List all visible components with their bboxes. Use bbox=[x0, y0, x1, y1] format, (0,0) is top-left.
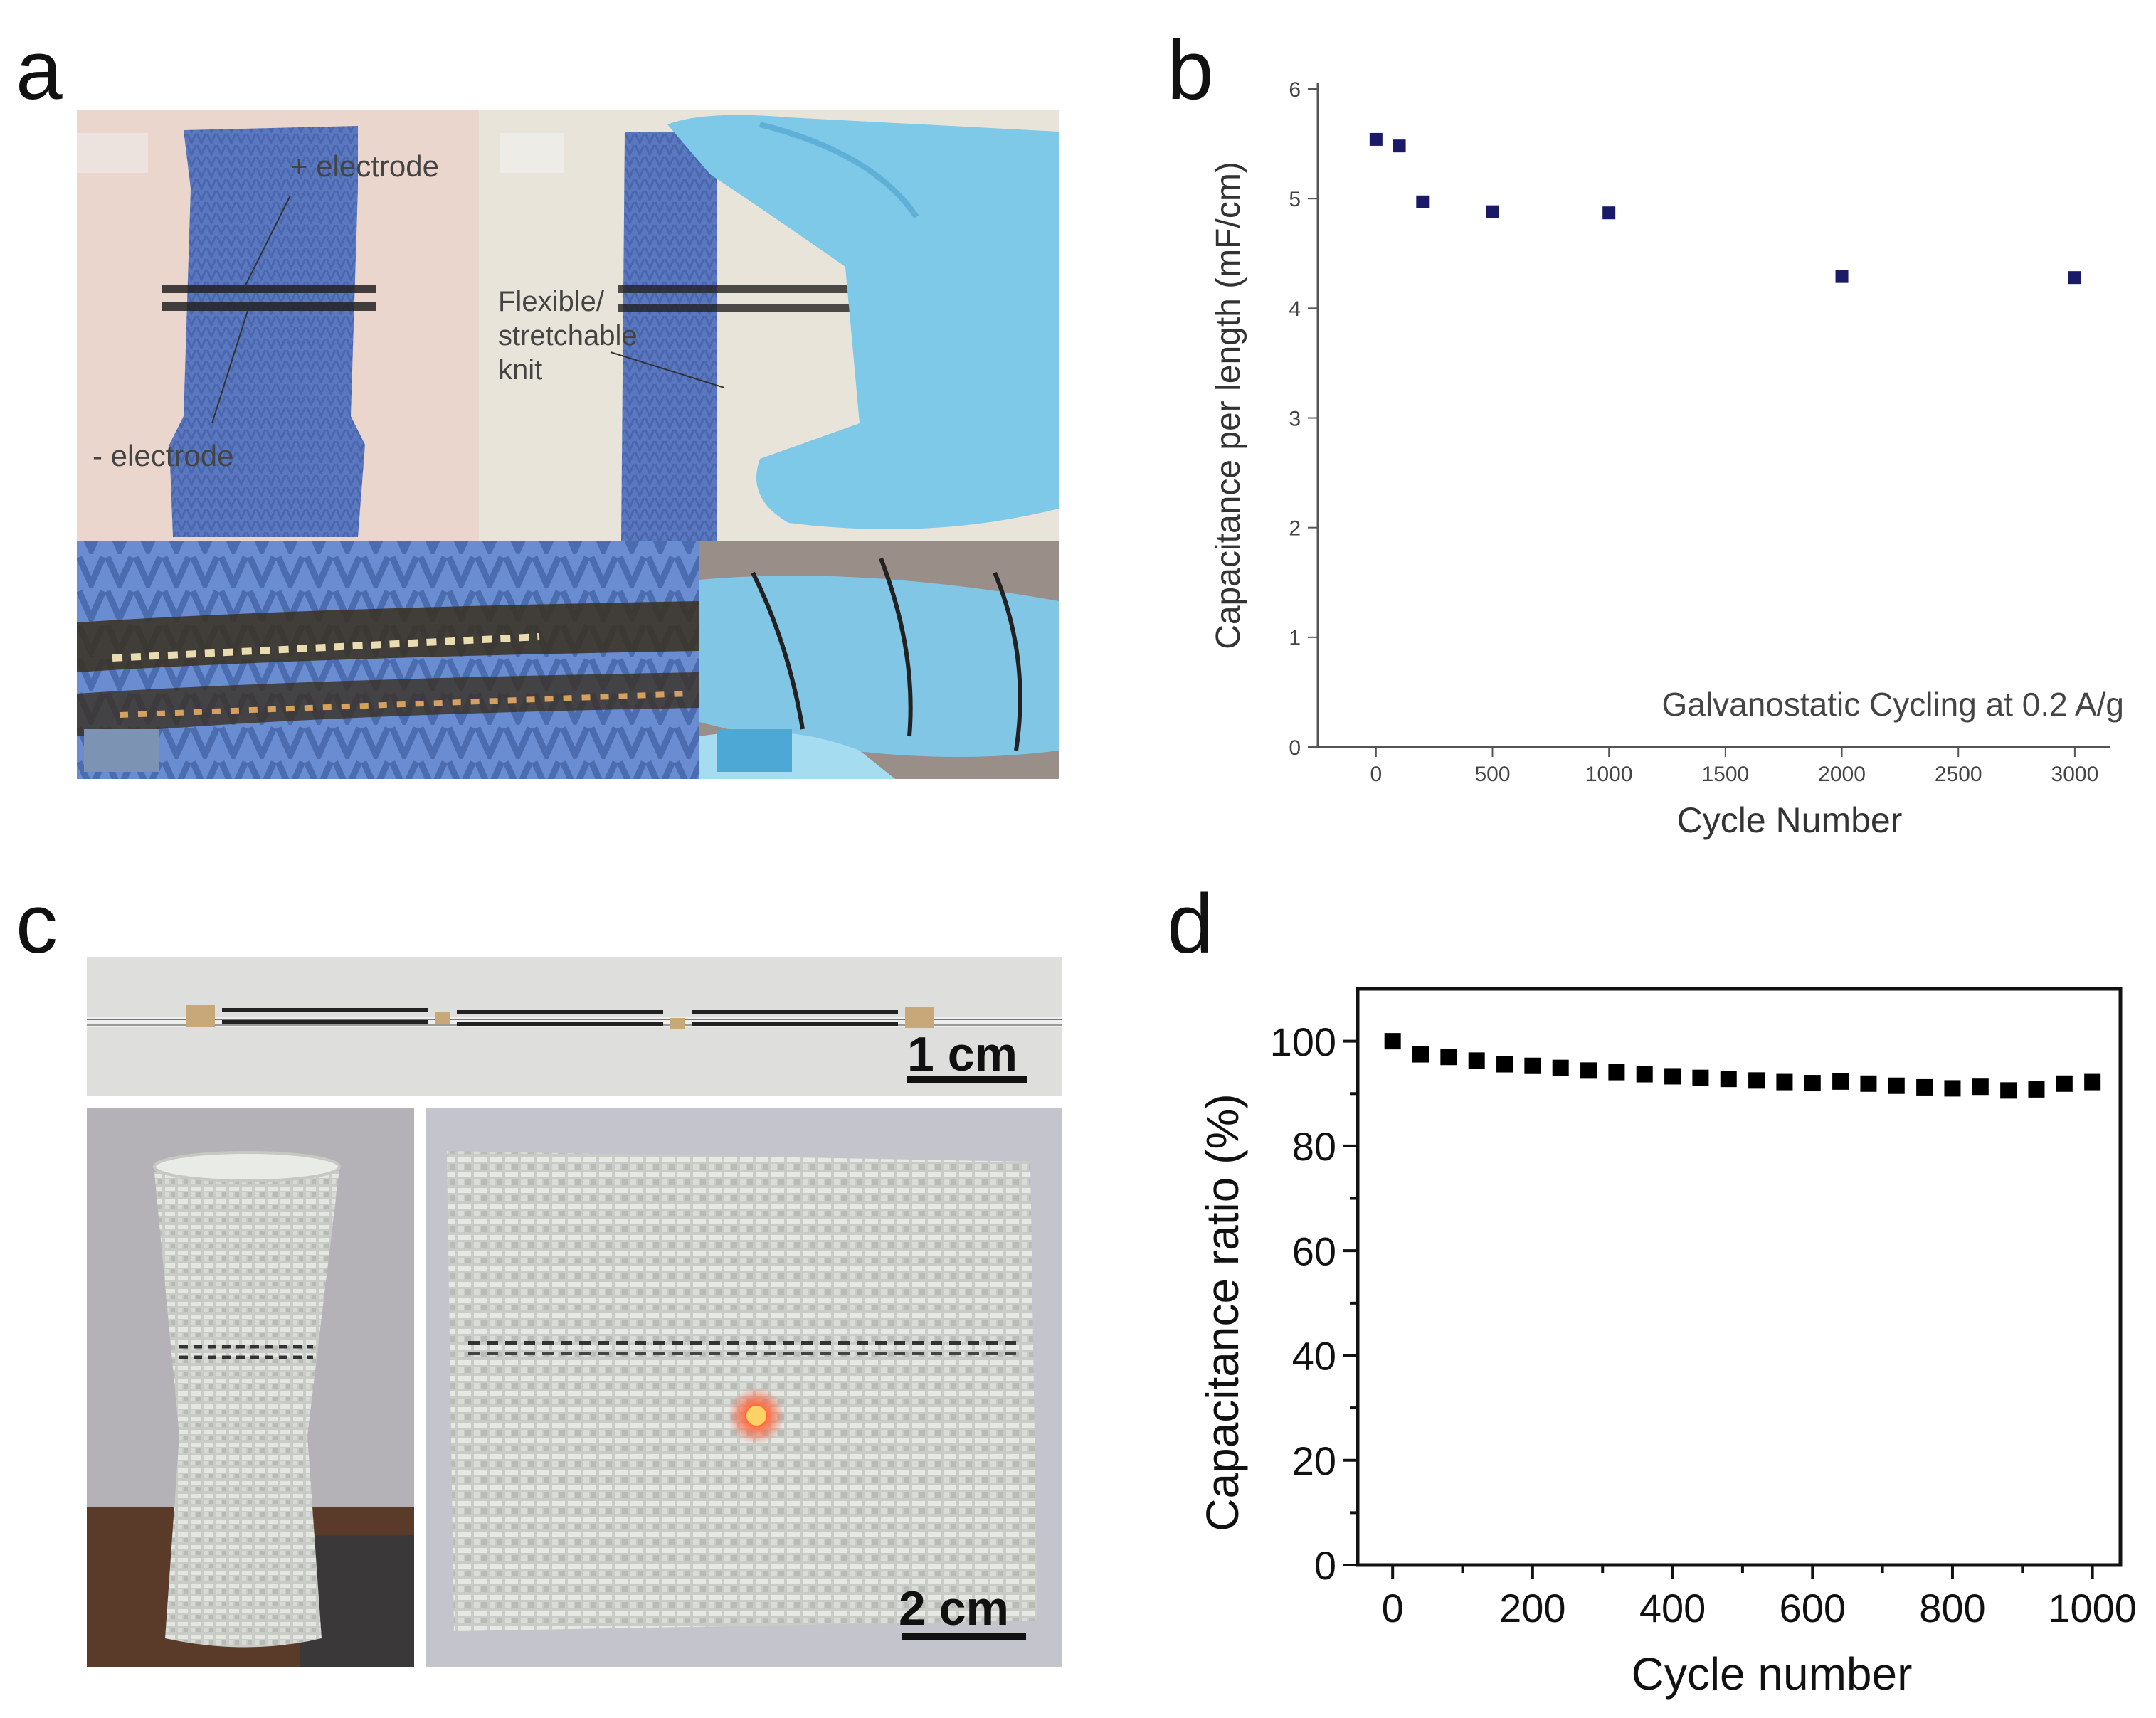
data-point bbox=[1416, 195, 1430, 208]
panel-label-b: b bbox=[1167, 23, 1214, 117]
data-point bbox=[1384, 1033, 1401, 1050]
data-point bbox=[2028, 1081, 2045, 1098]
knit-label-line2: stretchable bbox=[498, 320, 638, 351]
data-point bbox=[1524, 1057, 1541, 1074]
plot-frame bbox=[1356, 987, 2123, 1567]
data-point bbox=[1440, 1049, 1457, 1066]
data-point bbox=[2068, 271, 2081, 285]
data-point bbox=[1552, 1059, 1569, 1076]
data-point bbox=[1602, 206, 1616, 220]
panel-label-c: c bbox=[16, 877, 58, 971]
data-point bbox=[1486, 205, 1499, 218]
data-point bbox=[2000, 1082, 2017, 1099]
x-tick-label: 0 bbox=[1370, 763, 1382, 786]
minus-electrode-label: - electrode bbox=[93, 439, 233, 472]
data-point bbox=[2056, 1075, 2073, 1092]
data-point bbox=[1580, 1062, 1597, 1079]
data-point bbox=[1468, 1052, 1485, 1069]
chart-d-capacitance-ratio: 0 200 400 600 800 1000 0 20 40 60 80 100 Cycle numb… bbox=[1197, 987, 2137, 1700]
y-tick-label: 1 bbox=[1289, 627, 1301, 650]
chart-b-capacitance-per-length: 0 500 1000 1500 2000 2500 3000 0 1 2 3 4 5 6 Galvanos… bbox=[1210, 78, 2124, 840]
data-point bbox=[1776, 1073, 1793, 1091]
data-point bbox=[1916, 1078, 1933, 1096]
data-point bbox=[1608, 1064, 1625, 1081]
y-tick-label: 6 bbox=[1289, 78, 1301, 102]
data-point bbox=[1412, 1046, 1430, 1063]
photo-woven-patch-led bbox=[426, 1108, 1062, 1667]
panel-label-d: d bbox=[1167, 877, 1214, 971]
data-point bbox=[1393, 139, 1406, 153]
data-point bbox=[1748, 1072, 1765, 1089]
data-point bbox=[1804, 1075, 1821, 1092]
plus-electrode-label: + electrode bbox=[290, 149, 439, 183]
data-point bbox=[1835, 270, 1849, 283]
data-point bbox=[1369, 132, 1383, 146]
data-point bbox=[1664, 1068, 1681, 1085]
x-tick-label: 2000 bbox=[1818, 763, 1866, 786]
y-tick-label: 80 bbox=[1292, 1124, 1336, 1169]
x-tick-label: 2500 bbox=[1935, 763, 1982, 786]
y-tick-label: 60 bbox=[1292, 1229, 1336, 1273]
x-tick-label: 600 bbox=[1780, 1586, 1846, 1630]
data-point bbox=[1888, 1077, 1905, 1094]
y-tick-label: 5 bbox=[1289, 188, 1301, 211]
chart-d-xlabel: Cycle number bbox=[1632, 1648, 1913, 1700]
y-tick-label: 4 bbox=[1289, 297, 1301, 321]
y-tick-label: 3 bbox=[1289, 407, 1301, 430]
photo-woven-tube bbox=[87, 1108, 414, 1667]
chart-b-xlabel: Cycle Number bbox=[1677, 800, 1903, 840]
data-point bbox=[2084, 1073, 2101, 1091]
chart-d-ylabel: Capacitance ratio (%) bbox=[1197, 1093, 1248, 1531]
data-point bbox=[1944, 1080, 1961, 1097]
data-point bbox=[1832, 1073, 1849, 1090]
data-point bbox=[1860, 1075, 1877, 1092]
x-tick-label: 1500 bbox=[1701, 763, 1749, 786]
chart-b-ylabel: Capacitance per length (mF/cm) bbox=[1210, 161, 1247, 649]
photo-fiber-strip bbox=[87, 957, 1062, 1096]
x-tick-label: 800 bbox=[1919, 1586, 1985, 1630]
knit-label-line1: Flexible/ bbox=[498, 286, 605, 317]
scale-bar-label-2cm: 2 cm bbox=[899, 1581, 1009, 1635]
x-tick-label: 400 bbox=[1639, 1586, 1706, 1630]
x-tick-label: 1000 bbox=[1585, 763, 1633, 786]
x-tick-label: 0 bbox=[1382, 1586, 1404, 1630]
y-tick-label: 2 bbox=[1289, 516, 1301, 540]
data-point bbox=[1692, 1069, 1709, 1086]
data-point bbox=[1636, 1066, 1653, 1083]
y-tick-label: 40 bbox=[1292, 1334, 1336, 1379]
y-tick-label: 0 bbox=[1289, 736, 1301, 760]
data-point bbox=[1720, 1071, 1737, 1088]
knit-label-line3: knit bbox=[498, 354, 542, 386]
x-tick-label: 1000 bbox=[2048, 1586, 2137, 1630]
chart-b-annotation: Galvanostatic Cycling at 0.2 A/g bbox=[1662, 686, 2124, 723]
photo-knit-supercapacitor: + electrode - electrode Flexible/ stretc… bbox=[77, 110, 1059, 779]
x-tick-label: 200 bbox=[1499, 1586, 1565, 1630]
scale-bar-label-1cm: 1 cm bbox=[907, 1027, 1018, 1081]
data-point bbox=[1496, 1056, 1513, 1073]
x-tick-label: 500 bbox=[1474, 763, 1510, 786]
data-point bbox=[1972, 1078, 1989, 1096]
y-tick-label: 0 bbox=[1314, 1543, 1336, 1588]
x-tick-label: 3000 bbox=[2051, 763, 2099, 786]
panel-label-a: a bbox=[16, 23, 63, 117]
y-tick-label: 20 bbox=[1292, 1438, 1336, 1483]
y-tick-label: 100 bbox=[1270, 1019, 1336, 1064]
